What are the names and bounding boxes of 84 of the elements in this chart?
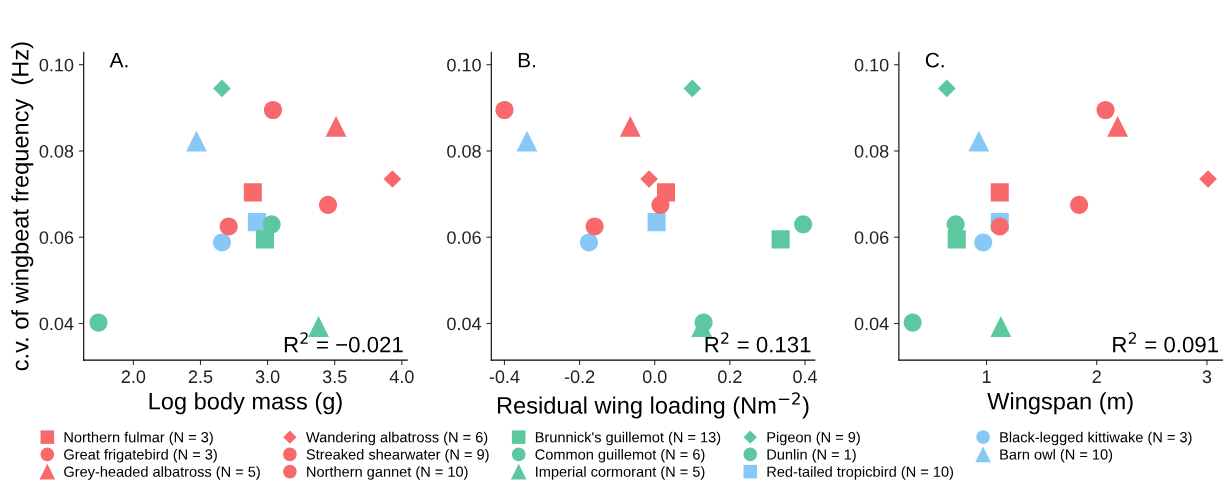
point <box>325 115 347 137</box>
y-tick-label: 0.06 <box>39 231 74 244</box>
y-tick-label: 0.04 <box>854 317 889 331</box>
point <box>263 100 282 120</box>
point <box>1107 115 1129 137</box>
legend-label: Grey-headed albatross (N = 5) <box>64 466 260 480</box>
x-axis-title: Residual wing loading (Nm$^{−2}$) <box>497 392 809 419</box>
point <box>212 233 231 252</box>
point <box>243 183 262 202</box>
x-tick-label: -0.4 <box>489 370 520 384</box>
y-tick-label: 0.04 <box>447 317 482 331</box>
point <box>383 170 402 188</box>
y-tick-label: 0.10 <box>39 58 74 72</box>
point <box>990 217 1009 236</box>
point <box>89 313 108 332</box>
y-tick-label: 0.06 <box>854 231 889 244</box>
chart-title: C. <box>925 52 944 68</box>
point <box>255 230 274 249</box>
x-tick-label: 3.5 <box>322 370 347 384</box>
point <box>213 79 231 98</box>
x-axis-title: Log body mass (g) <box>149 392 342 415</box>
x-tick-label: 1 <box>982 370 991 383</box>
legend-label: Barn owl (N = 10) <box>1000 448 1113 463</box>
legend-label: Brunnick's guillemot (N = 13) <box>535 431 721 446</box>
point <box>1096 100 1115 120</box>
legend-label: Streaked shearwater (N = 9) <box>306 448 489 463</box>
legend-label: Northern gannet (N = 10) <box>307 466 468 480</box>
y-tick-label: 0.08 <box>39 144 74 158</box>
legend-label: Pigeon (N = 9) <box>767 431 860 446</box>
point <box>947 230 966 249</box>
point <box>619 115 641 137</box>
legend-label: Red-tailed tropicbird (N = 10) <box>767 466 954 480</box>
point <box>579 233 599 252</box>
point <box>318 195 338 214</box>
annotation: R$^{2}$ = 0.091 <box>1113 332 1218 353</box>
point <box>990 316 1012 337</box>
legend-label: Black-legged kittiwake (N = 3) <box>1000 431 1192 446</box>
x-tick-label: 3.0 <box>255 370 280 384</box>
point <box>656 183 676 202</box>
point <box>308 316 330 337</box>
point <box>186 130 207 152</box>
point <box>938 79 956 98</box>
x-tick-label: 0.2 <box>718 370 742 384</box>
y-axis-title: c.v. of wingbeat frequency (Hz) <box>11 42 34 371</box>
point <box>794 215 813 234</box>
legend-label: Northern fulmar (N = 3) <box>64 431 213 446</box>
y-tick-label: 0.08 <box>854 144 889 158</box>
x-tick-label: 3 <box>1202 370 1212 384</box>
point <box>495 100 514 120</box>
chart-title: B. <box>518 52 535 68</box>
x-tick-label: 0.4 <box>793 370 818 384</box>
point <box>219 217 238 236</box>
point <box>903 313 922 332</box>
y-tick-label: 0.08 <box>447 144 481 158</box>
y-tick-label: 0.04 <box>39 317 74 331</box>
annotation: R$^{2}$ = −0.021 <box>284 332 403 353</box>
y-tick-label: 0.10 <box>854 58 889 72</box>
point <box>1070 195 1089 214</box>
legend-label: Dunlin (N = 1) <box>767 448 856 463</box>
x-tick-label: 2.5 <box>188 370 213 384</box>
legend-label: Imperial cormorant (N = 5) <box>536 466 705 480</box>
point <box>974 233 993 252</box>
y-tick-label: 0.10 <box>447 58 481 72</box>
chart-title: A. <box>109 52 128 68</box>
x-tick-label: 2.0 <box>121 370 146 384</box>
point <box>647 213 666 232</box>
point <box>683 79 702 98</box>
point <box>585 217 604 236</box>
point <box>516 130 538 152</box>
point <box>771 230 790 249</box>
x-axis-title: Wingspan (m) <box>987 392 1133 415</box>
x-tick-label: 4.0 <box>389 370 414 384</box>
y-tick-label: 0.06 <box>447 231 481 244</box>
legend-label: Common guillemot (N = 6) <box>535 448 705 463</box>
legend-label: Great frigatebird (N = 3) <box>64 448 217 463</box>
point <box>990 183 1009 202</box>
point <box>968 130 990 152</box>
point <box>1199 170 1217 188</box>
x-tick-label: 0.0 <box>642 370 667 384</box>
x-tick-label: 2 <box>1092 370 1101 383</box>
point <box>640 170 658 188</box>
x-tick-label: -0.2 <box>564 370 595 384</box>
annotation: R$^{2}$ = 0.131 <box>705 332 811 353</box>
legend-label: Wandering albatross (N = 6) <box>306 431 488 446</box>
